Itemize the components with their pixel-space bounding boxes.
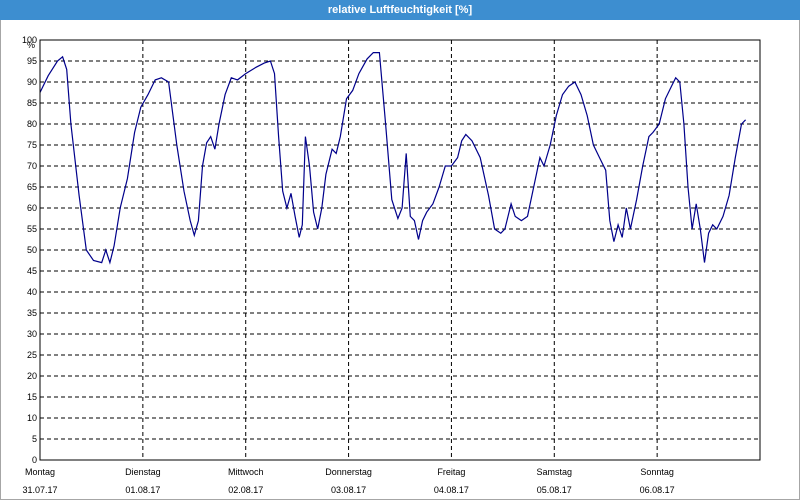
y-tick-label: 95 (27, 56, 37, 66)
x-tick-label-date: 06.08.17 (640, 485, 675, 495)
y-tick-label: 65 (27, 182, 37, 192)
x-tick-label-day: Sonntag (640, 467, 674, 477)
x-tick-label-date: 05.08.17 (537, 485, 572, 495)
y-tick-label: 90 (27, 77, 37, 87)
y-tick-label: 30 (27, 329, 37, 339)
y-tick-label: 80 (27, 119, 37, 129)
x-tick-label-date: 02.08.17 (228, 485, 263, 495)
y-tick-label: 15 (27, 392, 37, 402)
x-tick-label-day: Dienstag (125, 467, 161, 477)
y-tick-label: 25 (27, 350, 37, 360)
x-tick-label-date: 04.08.17 (434, 485, 469, 495)
y-tick-label: 100 (22, 35, 37, 45)
x-tick-labels: Montag 31.07.17 Dienstag 01.08.17 Mittwoch 02… (22, 467, 674, 495)
y-tick-label: 35 (27, 308, 37, 318)
y-tick-label: 45 (27, 266, 37, 276)
grid-lines (40, 40, 760, 460)
y-tick-label: 0 (32, 455, 37, 465)
x-tick-label-day: Donnerstag (325, 467, 372, 477)
y-tick-label: 70 (27, 161, 37, 171)
y-tick-labels: 0 5 10 15 20 25 30 35 40 45 50 55 60 65 70 75 80 85 90 95 10… (22, 35, 37, 465)
x-tick-label-date: 03.08.17 (331, 485, 366, 495)
chart-title: relative Luftfeuchtigkeit [%] (0, 0, 800, 20)
y-tick-label: 55 (27, 224, 37, 234)
y-tick-label: 75 (27, 140, 37, 150)
x-tick-label-day: Freitag (437, 467, 465, 477)
x-tick-label-date: 31.07.17 (22, 485, 57, 495)
y-tick-label: 10 (27, 413, 37, 423)
y-tick-label: 40 (27, 287, 37, 297)
y-tick-label: 85 (27, 98, 37, 108)
series-line-humidity (39, 52, 747, 265)
x-tick-label-day: Montag (25, 467, 55, 477)
x-tick-label-day: Mittwoch (228, 467, 264, 477)
y-tick-label: 5 (32, 434, 37, 444)
y-axis-unit-label: % (27, 40, 35, 50)
x-tick-label-date: 01.08.17 (125, 485, 160, 495)
x-tick-label-day: Samstag (537, 467, 573, 477)
plot-frame (39, 39, 761, 461)
y-tick-label: 60 (27, 203, 37, 213)
y-tick-label: 20 (27, 371, 37, 381)
y-tick-label: 50 (27, 245, 37, 255)
